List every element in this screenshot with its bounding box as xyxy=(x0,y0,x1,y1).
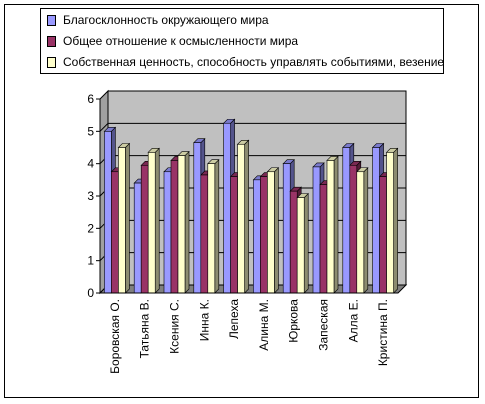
bar-2-series-2 xyxy=(140,164,149,294)
bar-1-series-1 xyxy=(104,131,112,294)
x-category-label: Алина М. xyxy=(257,299,271,351)
y-tick-label: 2 xyxy=(87,221,94,235)
legend-swatch-series-2 xyxy=(47,35,56,47)
x-category-label: Юркова xyxy=(287,299,301,343)
x-category-label: Запеская xyxy=(317,299,331,351)
y-tick-label: 0 xyxy=(87,286,94,300)
legend-label-series-2: Общее отношение к осмысленности мира xyxy=(63,34,299,48)
bar-5-series-2 xyxy=(230,176,238,294)
chart-legend: Благосклонность окружающего мира Общее о… xyxy=(40,8,444,74)
bar-7-series-1 xyxy=(282,163,291,294)
bar-5-series-3 xyxy=(237,143,245,294)
bar-7-series-3-side xyxy=(303,192,309,294)
x-category-label: Боровская О. xyxy=(108,299,122,374)
bar-8-series-2 xyxy=(319,184,328,294)
bar-8-series-1 xyxy=(312,166,321,294)
bar-9-series-2 xyxy=(349,164,358,294)
gridline xyxy=(99,122,406,132)
bar-8-series-3 xyxy=(326,160,335,294)
bar-7-series-2 xyxy=(289,190,298,294)
y-tick-label: 4 xyxy=(87,157,94,171)
legend-item-series-2: Общее отношение к осмысленности мира xyxy=(47,32,298,50)
bar-4-series-3 xyxy=(207,163,216,294)
bar-5-series-3-side xyxy=(244,139,249,294)
bar-4-series-1 xyxy=(193,142,202,294)
x-category-label: Татьяна В. xyxy=(138,299,152,358)
bar-3-series-3-side xyxy=(184,150,190,294)
bar-6-series-2 xyxy=(260,176,268,294)
bar-10-series-2 xyxy=(379,176,387,294)
legend-label-series-1: Благосклонность окружающего мира xyxy=(63,13,269,27)
legend-swatch-series-3 xyxy=(47,56,56,68)
bar-10-series-3-side xyxy=(393,147,398,294)
bar-3-series-2 xyxy=(170,160,179,294)
bar-4-series-2 xyxy=(200,174,209,294)
bar-10-series-1 xyxy=(372,147,380,294)
bar-6-series-3 xyxy=(267,171,275,294)
legend-item-series-1: Благосклонность окружающего мира xyxy=(47,11,269,29)
x-category-label: Кристина П. xyxy=(376,299,390,366)
bar-1-series-2 xyxy=(111,171,119,294)
y-tick-label: 1 xyxy=(87,254,94,268)
y-tick-label: 6 xyxy=(87,92,94,106)
bar-2-series-1 xyxy=(133,182,142,294)
x-category-label: Ксения С. xyxy=(168,299,182,354)
legend-item-series-3: Собственная ценность, способность управл… xyxy=(47,53,444,71)
bar-9-series-1 xyxy=(342,147,351,294)
bar-4-series-3-side xyxy=(214,158,220,294)
legend-label-series-3: Собственная ценность, способность управл… xyxy=(63,55,445,69)
bar-6-series-3-side xyxy=(274,167,279,294)
bar-9-series-3 xyxy=(356,171,365,294)
bar-5-series-1 xyxy=(223,122,231,294)
bar-7-series-3 xyxy=(296,197,305,294)
x-category-label: Лепеха xyxy=(227,299,241,339)
bar-2-series-3 xyxy=(147,152,156,294)
bar-9-series-3-side xyxy=(363,167,369,294)
bar-1-series-3-side xyxy=(125,142,130,294)
legend-swatch-series-1 xyxy=(47,14,56,26)
x-category-label: Алла Е. xyxy=(346,299,360,342)
x-category-label: Инна К. xyxy=(197,299,211,341)
y-tick-label: 5 xyxy=(87,124,94,138)
y-tick-label: 3 xyxy=(87,189,94,203)
bar-3-series-1 xyxy=(163,171,172,294)
bar-2-series-3-side xyxy=(154,147,160,294)
bar-10-series-3 xyxy=(386,152,394,294)
bar-6-series-1 xyxy=(253,179,261,294)
bar-8-series-3-side xyxy=(333,155,339,294)
bar-1-series-3 xyxy=(118,147,126,294)
bar-3-series-3 xyxy=(177,155,186,294)
